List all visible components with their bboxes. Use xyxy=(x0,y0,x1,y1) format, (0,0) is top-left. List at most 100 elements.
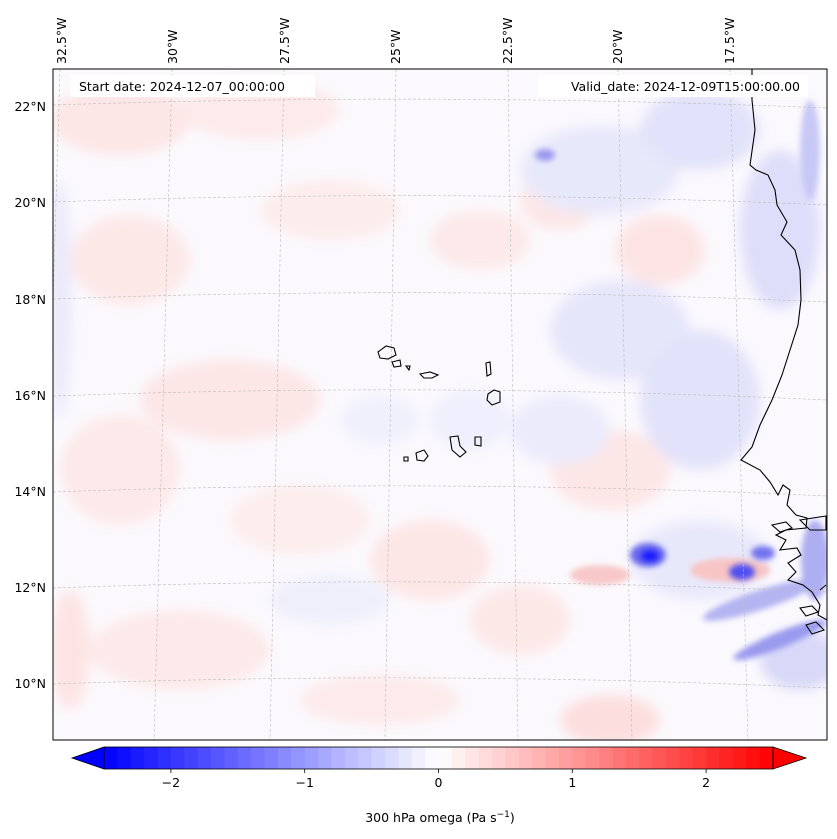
colorbar-step xyxy=(184,747,199,769)
colorbar-step xyxy=(117,747,132,769)
colorbar-step xyxy=(732,747,747,769)
colorbar-step xyxy=(398,747,413,769)
lon-label: 30°W xyxy=(165,29,180,64)
colorbar-step xyxy=(438,747,453,769)
island-brava xyxy=(403,456,409,462)
colorbar-tick-label: 1 xyxy=(568,775,576,790)
colorbar-step xyxy=(585,747,600,769)
colorbar-step xyxy=(291,747,306,769)
colorbar-step xyxy=(304,747,319,769)
colorbar-step xyxy=(759,747,774,769)
colorbar-step xyxy=(465,747,480,769)
colorbar-step xyxy=(384,747,399,769)
island-santa-luzia xyxy=(404,365,411,372)
colorbar-step xyxy=(318,747,333,769)
west-africa-coast xyxy=(740,69,827,621)
meridian-20w xyxy=(617,69,633,740)
coastlines xyxy=(740,69,827,635)
colorbar-step xyxy=(612,747,627,769)
colorbar-step xyxy=(451,747,466,769)
colorbar-label: 300 hPa omega (Pa s−1) xyxy=(365,810,515,825)
lat-label: 10°N xyxy=(14,676,46,691)
lat-label: 16°N xyxy=(14,388,46,403)
lat-label: 12°N xyxy=(14,580,46,595)
coast-islet-5 xyxy=(798,515,827,531)
colorbar-max-extension xyxy=(772,746,808,770)
parallel-10n xyxy=(53,677,827,689)
colorbar-step xyxy=(211,747,226,769)
island-maio xyxy=(474,436,482,447)
coast-islet-4 xyxy=(819,584,827,591)
weak-ascent-cell xyxy=(729,546,775,580)
omega-map: Start date: 2024-12-07_00:00:00 Valid_da… xyxy=(53,69,827,740)
lon-label: 32.5°W xyxy=(54,18,69,64)
colorbar-step xyxy=(264,747,279,769)
lon-label: 27.5°W xyxy=(277,18,292,64)
colorbar-step xyxy=(237,747,252,769)
colorbar: −2 −1 0 1 2 300 hPa omega (Pa s−1) xyxy=(70,746,808,825)
lat-label: 14°N xyxy=(14,484,46,499)
strong-ascent-cell xyxy=(630,543,666,567)
lon-label: 17.5°W xyxy=(722,18,737,64)
colorbar-step xyxy=(518,747,533,769)
colorbar-step xyxy=(599,747,614,769)
start-date-label: Start date: 2024-12-07_00:00:00 xyxy=(79,79,285,94)
colorbar-ticks: −2 −1 0 1 2 xyxy=(162,769,710,790)
island-boa-vista xyxy=(486,389,501,406)
colorbar-tick-label: 2 xyxy=(702,775,710,790)
colorbar-steps xyxy=(104,747,774,769)
colorbar-step xyxy=(665,747,680,769)
colorbar-step xyxy=(331,747,346,769)
meridian-22-5w xyxy=(507,69,519,740)
colorbar-step xyxy=(532,747,547,769)
island-santiago xyxy=(449,435,467,458)
omega-strong-features xyxy=(535,100,827,661)
colorbar-step xyxy=(625,747,640,769)
colorbar-step xyxy=(572,747,587,769)
start-date-box xyxy=(70,75,315,97)
parallel-18n xyxy=(53,292,827,303)
parallel-12n xyxy=(53,581,827,593)
colorbar-step xyxy=(639,747,654,769)
meridian-17-5w xyxy=(729,69,749,740)
colorbar-step xyxy=(411,747,426,769)
colorbar-step xyxy=(492,747,506,769)
map-frame xyxy=(52,68,828,741)
colorbar-step xyxy=(144,747,159,769)
colorbar-step xyxy=(706,747,721,769)
colorbar-step xyxy=(344,747,359,769)
parallel-14n xyxy=(53,485,827,497)
colorbar-step xyxy=(197,747,212,769)
colorbar-step xyxy=(157,747,172,769)
colorbar-step xyxy=(558,747,573,769)
colorbar-step xyxy=(170,747,185,769)
lat-label: 22°N xyxy=(14,99,46,114)
colorbar-min-extension xyxy=(70,746,105,770)
colorbar-step xyxy=(545,747,560,769)
lon-label: 20°W xyxy=(610,29,625,64)
colorbar-step xyxy=(719,747,734,769)
parallel-20n xyxy=(53,195,827,206)
coast-islet-2 xyxy=(799,605,820,617)
colorbar-step xyxy=(104,747,118,769)
colorbar-tick-label: −1 xyxy=(295,775,313,790)
island-sal xyxy=(485,361,492,377)
colorbar-step xyxy=(358,747,373,769)
colorbar-step xyxy=(652,747,667,769)
colorbar-step xyxy=(505,747,520,769)
colorbar-step xyxy=(371,747,386,769)
colorbar-step xyxy=(679,747,694,769)
parallel-22n xyxy=(53,98,827,109)
meridian-30w xyxy=(153,69,173,740)
longitude-labels: 32.5°W 30°W 27.5°W 25°W 22.5°W 20°W 17.5… xyxy=(54,18,737,64)
lon-label: 25°W xyxy=(388,29,403,64)
coast-islet-3 xyxy=(805,621,826,635)
island-santo-antao xyxy=(377,345,397,360)
island-fogo xyxy=(415,449,429,462)
gridlines xyxy=(53,69,827,740)
colorbar-step xyxy=(277,747,292,769)
latitude-labels: 22°N 20°N 18°N 16°N 14°N 12°N 10°N xyxy=(14,99,46,691)
colorbar-tick-label: 0 xyxy=(435,775,443,790)
parallel-16n xyxy=(53,389,827,401)
